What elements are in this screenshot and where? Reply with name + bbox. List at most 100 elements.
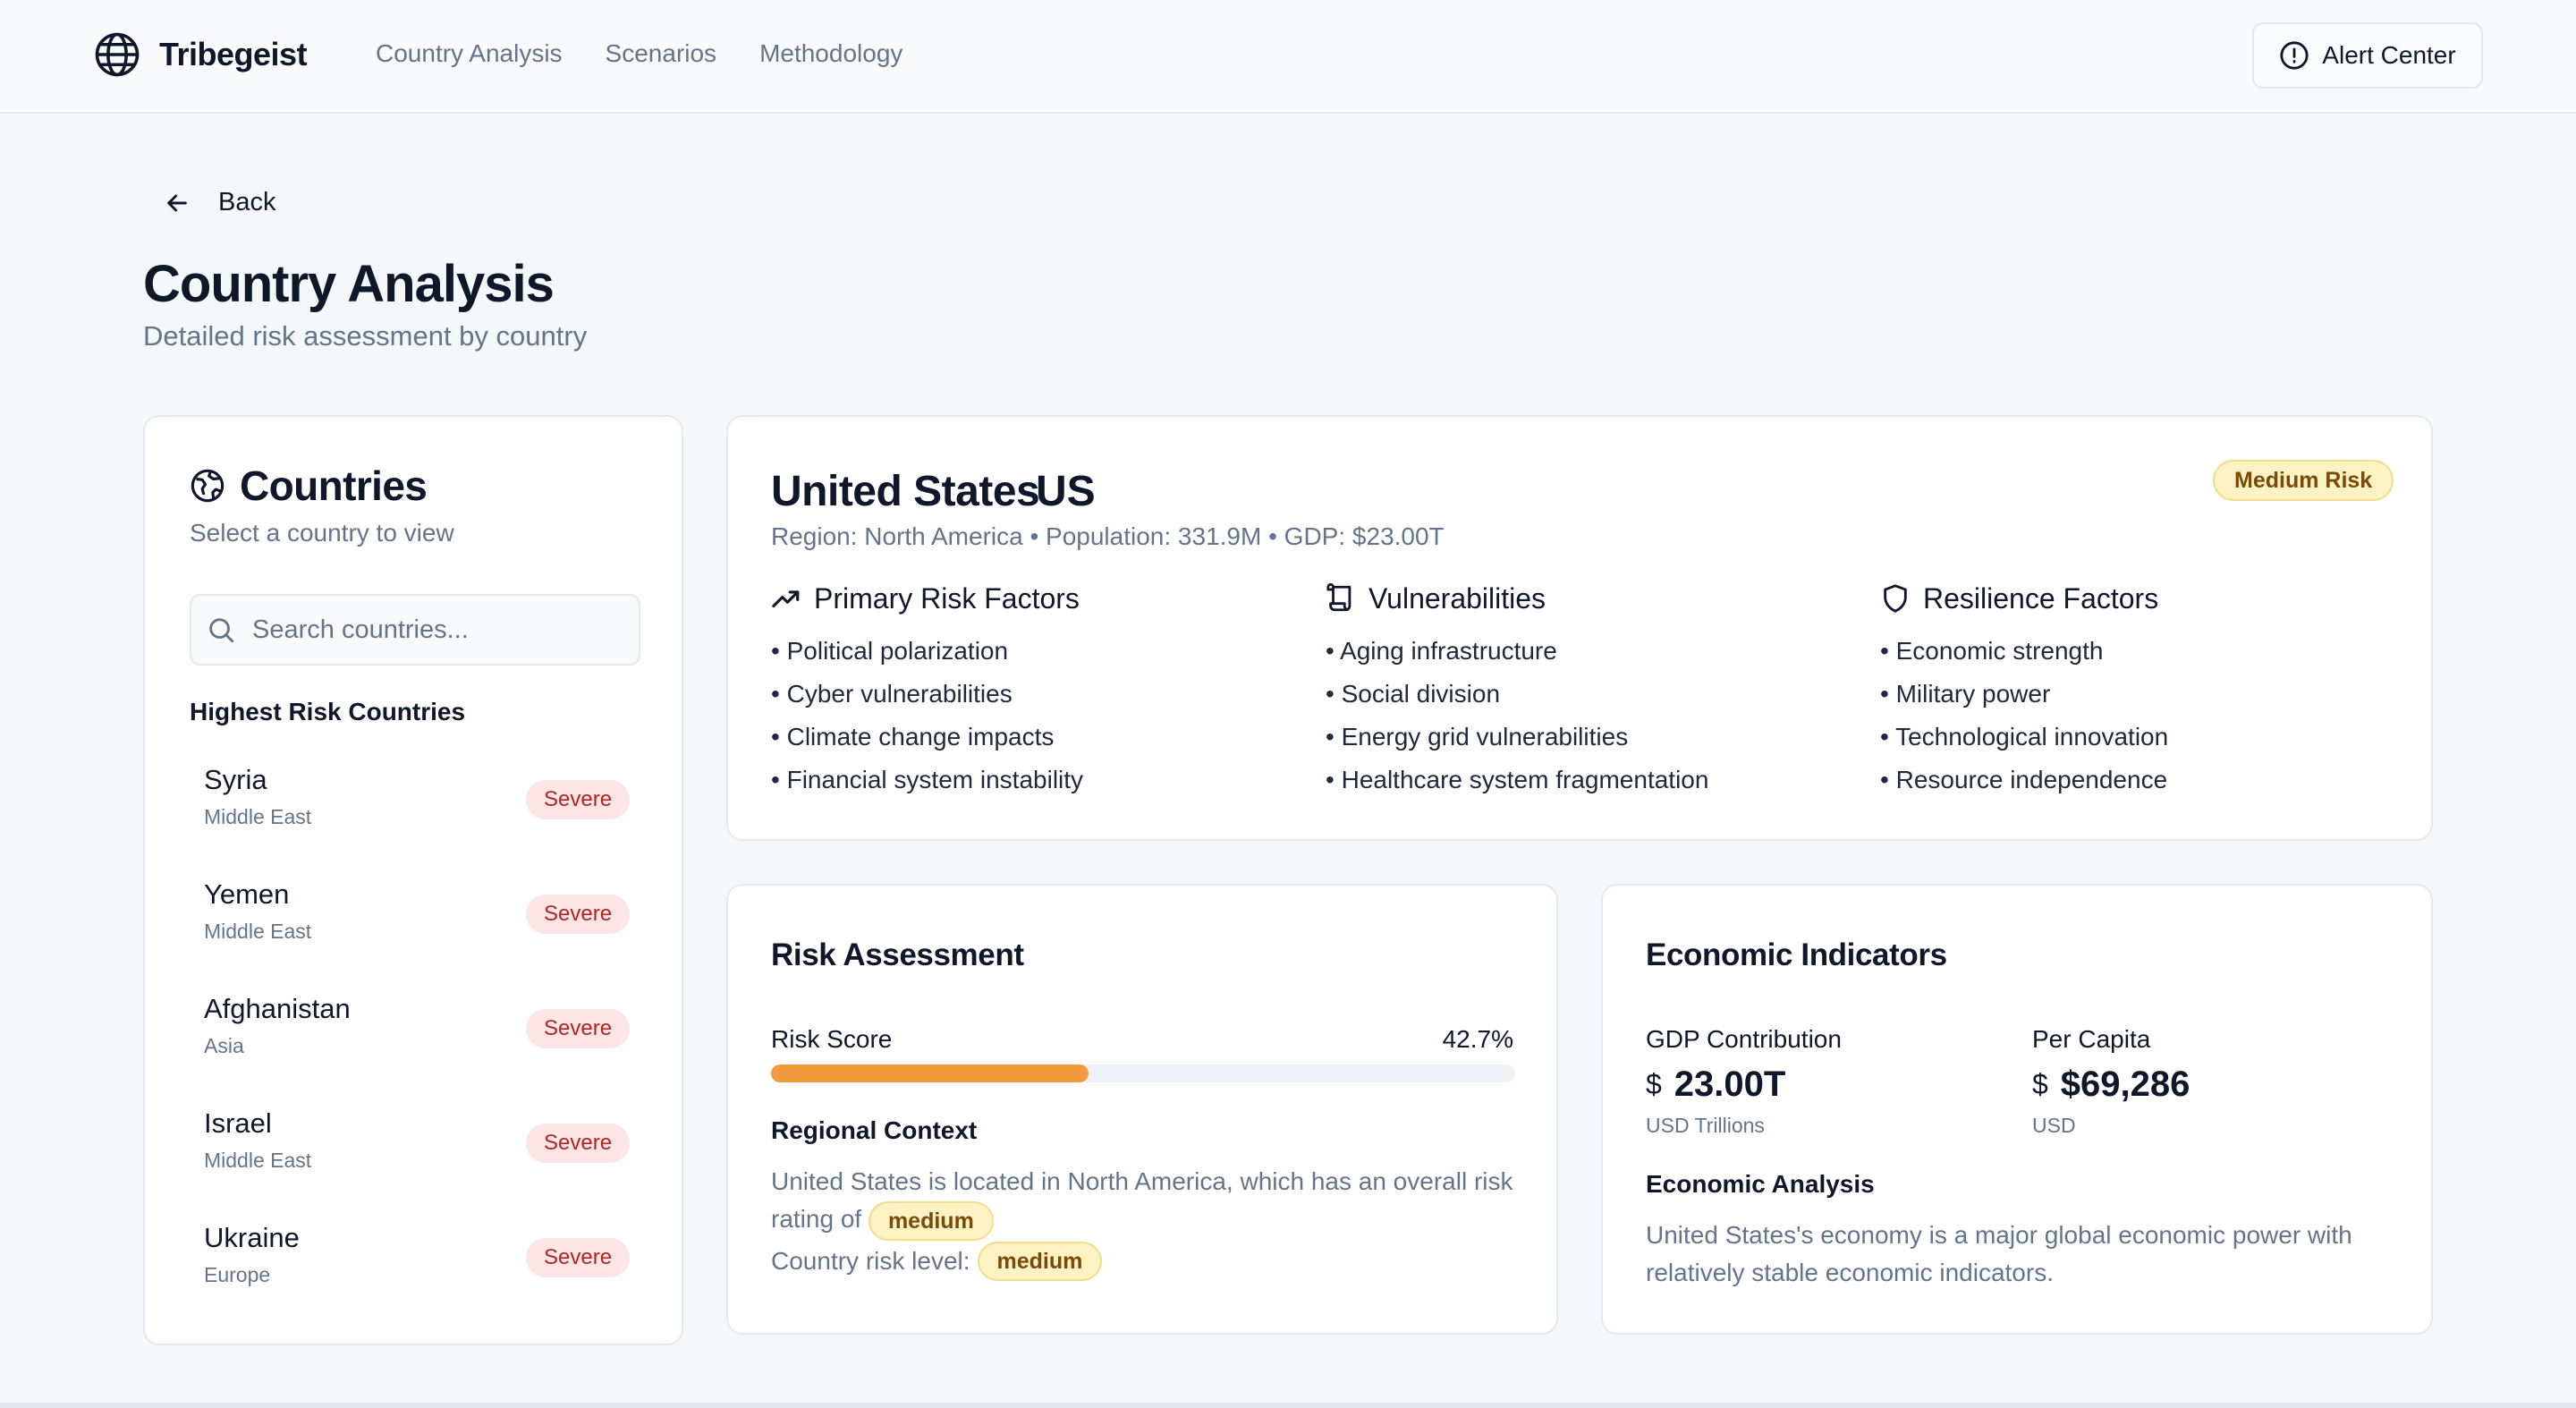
- page-title: Country Analysis: [143, 255, 555, 313]
- nav-methodology[interactable]: Methodology: [759, 39, 903, 67]
- alert-center-button[interactable]: Alert Center: [2252, 22, 2483, 89]
- severity-badge: Severe: [526, 780, 631, 819]
- list-item: Military power: [1880, 673, 2381, 716]
- highest-risk-title: Highest Risk Countries: [190, 698, 466, 725]
- economic-analysis-title: Economic Analysis: [1646, 1170, 1875, 1198]
- nav-country-analysis[interactable]: Country Analysis: [376, 39, 563, 67]
- main-nav: Country Analysis Scenarios Methodology: [376, 39, 945, 68]
- countries-title-text: Countries: [240, 462, 428, 509]
- country-name: Israel: [204, 1107, 272, 1139]
- vulnerabilities-section: Vulnerabilities Aging infrastructure Soc…: [1326, 580, 1826, 802]
- regional-rating-badge: medium: [868, 1200, 994, 1241]
- risk-assessment-title: Risk Assessment: [771, 937, 1024, 972]
- country-title: United States: [771, 468, 1040, 515]
- country-code: US: [1036, 468, 1096, 515]
- list-item: Political polarization: [771, 630, 1272, 673]
- economic-analysis-text: United States's economy is a major globa…: [1646, 1221, 2352, 1286]
- list-item: Climate change impacts: [771, 716, 1272, 759]
- primary-risk-title: Primary Risk Factors: [814, 581, 1080, 615]
- gdp-label: GDP Contribution: [1646, 1025, 1842, 1053]
- country-risk-level: Country risk level: medium: [771, 1242, 1103, 1281]
- country-item-ukraine[interactable]: Ukraine Europe Severe: [190, 1206, 640, 1320]
- risk-score-bar: [771, 1064, 1515, 1082]
- page-divider: [0, 1403, 2576, 1408]
- country-name: Afghanistan: [204, 993, 351, 1024]
- back-button[interactable]: Back: [163, 188, 275, 217]
- brand-name: Tribegeist: [159, 36, 308, 72]
- list-item: Economic strength: [1880, 630, 2381, 673]
- risk-level-badge: Medium Risk: [2213, 460, 2394, 501]
- list-item: Resource independence: [1880, 759, 2381, 802]
- per-capita: Per Capita $ $69,286 USD: [2032, 1025, 2190, 1138]
- country-item-yemen[interactable]: Yemen Middle East Severe: [190, 862, 640, 977]
- list-item: Energy grid vulnerabilities: [1326, 716, 1826, 759]
- countries-title: Countries: [190, 462, 428, 510]
- countries-subtitle: Select a country to view: [190, 519, 454, 547]
- regional-context-text: United States is located in North Americ…: [771, 1163, 1522, 1241]
- gdp-value: 23.00T: [1674, 1064, 1786, 1104]
- search-input[interactable]: [252, 615, 628, 645]
- list-item: Healthcare system fragmentation: [1326, 759, 1826, 802]
- country-name: Syria: [204, 764, 267, 795]
- search-box: [190, 594, 640, 666]
- list-item: Cyber vulnerabilities: [771, 673, 1272, 716]
- gdp-contribution: GDP Contribution $ 23.00T USD Trillions: [1646, 1025, 1842, 1138]
- country-region: Europe: [204, 1263, 271, 1286]
- page-subtitle: Detailed risk assessment by country: [143, 320, 588, 352]
- list-item: Technological innovation: [1880, 716, 2381, 759]
- primary-risk-section: Primary Risk Factors Political polarizat…: [771, 580, 1272, 802]
- severity-badge: Severe: [526, 895, 631, 934]
- nav-scenarios[interactable]: Scenarios: [605, 39, 717, 67]
- country-risk-level-badge: medium: [977, 1242, 1103, 1281]
- dollar-icon: $: [1646, 1068, 1662, 1100]
- risk-score-fill: [771, 1064, 1089, 1082]
- countries-panel: Countries Select a country to view Highe…: [143, 415, 683, 1345]
- risk-score-value: 42.7%: [1442, 1025, 1513, 1053]
- per-capita-value: $69,286: [2060, 1064, 2190, 1104]
- dollar-icon: $: [2032, 1068, 2048, 1100]
- per-capita-label: Per Capita: [2032, 1025, 2151, 1053]
- severity-badge: Severe: [526, 1124, 631, 1163]
- risk-score-label: Risk Score: [771, 1025, 893, 1053]
- alert-circle-icon: [2280, 41, 2309, 70]
- brand[interactable]: Tribegeist: [93, 30, 308, 79]
- risk-assessment-card: Risk Assessment Risk Score 42.7% Regiona…: [726, 884, 1558, 1335]
- list-item: Financial system instability: [771, 759, 1272, 802]
- economic-indicators-title: Economic Indicators: [1646, 937, 1947, 972]
- country-item-israel[interactable]: Israel Middle East Severe: [190, 1091, 640, 1206]
- country-item-afghanistan[interactable]: Afghanistan Asia Severe: [190, 977, 640, 1091]
- vulnerabilities-title: Vulnerabilities: [1368, 581, 1546, 615]
- country-detail-card: United States US Region: North America •…: [726, 415, 2433, 841]
- arrow-left-icon: [167, 194, 187, 211]
- alert-center-label: Alert Center: [2322, 41, 2456, 69]
- scroll-icon: [1326, 583, 1352, 612]
- gdp-unit: USD Trillions: [1646, 1114, 1765, 1137]
- country-list: Syria Middle East Severe Yemen Middle Ea…: [190, 748, 640, 1320]
- country-meta: Region: North America • Population: 331.…: [771, 522, 1445, 550]
- country-name: Yemen: [204, 878, 290, 910]
- per-capita-unit: USD: [2032, 1114, 2076, 1137]
- resilience-section: Resilience Factors Economic strength Mil…: [1880, 580, 2381, 802]
- country-name: Ukraine: [204, 1222, 300, 1253]
- regional-context-title: Regional Context: [771, 1116, 978, 1144]
- resilience-title: Resilience Factors: [1923, 581, 2159, 615]
- country-region: Middle East: [204, 805, 312, 828]
- severity-badge: Severe: [526, 1009, 631, 1048]
- regional-context-sentence: United States is located in North Americ…: [771, 1167, 1513, 1233]
- country-region: Middle East: [204, 920, 312, 943]
- country-region: Asia: [204, 1034, 244, 1057]
- list-item: Social division: [1326, 673, 1826, 716]
- trending-up-icon: [772, 590, 800, 608]
- country-item-syria[interactable]: Syria Middle East Severe: [190, 748, 640, 862]
- search-icon: [209, 618, 234, 643]
- country-risk-level-label: Country risk level:: [771, 1247, 970, 1275]
- back-label: Back: [218, 188, 276, 216]
- globe-logo-icon: [95, 32, 140, 77]
- severity-badge: Severe: [526, 1238, 631, 1277]
- country-region: Middle East: [204, 1149, 312, 1172]
- top-navigation: Tribegeist Country Analysis Scenarios Me…: [0, 0, 2576, 114]
- list-item: Aging infrastructure: [1326, 630, 1826, 673]
- shield-icon: [1884, 584, 1907, 613]
- globe-icon: [191, 469, 225, 503]
- economic-indicators-card: Economic Indicators GDP Contribution $ 2…: [1601, 884, 2433, 1335]
